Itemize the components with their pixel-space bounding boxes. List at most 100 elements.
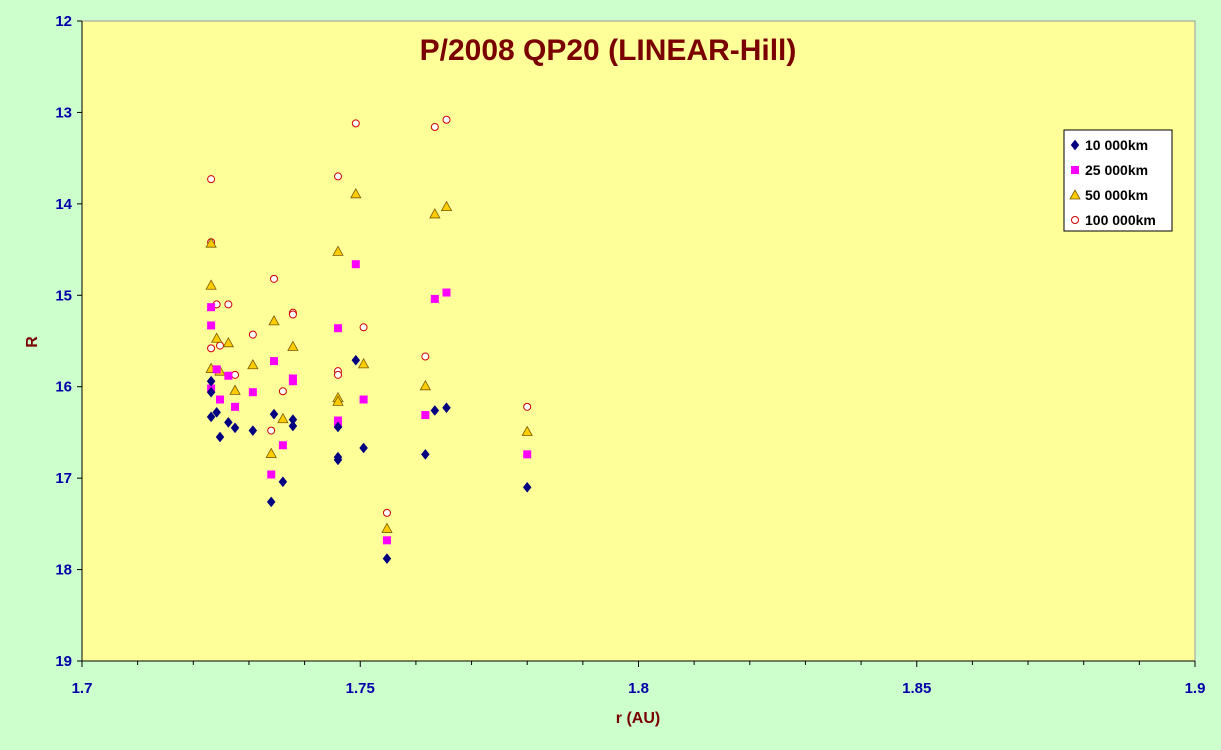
data-point-diamond (278, 476, 288, 488)
data-point-circle (288, 310, 297, 319)
legend-entry-label: 100 000km (1085, 212, 1156, 228)
x-tick-label: 1.8 (628, 680, 649, 697)
data-point-diamond (224, 416, 233, 428)
data-point-triangle (350, 187, 362, 199)
data-point-circle (267, 426, 276, 435)
y-tick-label: 12 (55, 13, 72, 30)
data-point-square (333, 324, 342, 333)
legend-marker-diamond (1070, 139, 1080, 151)
data-point-diamond (359, 442, 368, 454)
data-point-diamond (333, 421, 343, 433)
data-point-square (231, 402, 240, 411)
data-points (205, 115, 533, 565)
chart-title: P/2008 QP20 (LINEAR-Hill) (420, 34, 797, 67)
x-tick-label: 1.9 (1185, 680, 1206, 697)
data-point-triangle (229, 384, 241, 395)
data-point-square (267, 470, 276, 479)
data-point-square (216, 395, 225, 404)
data-point-diamond (212, 406, 221, 418)
y-tick-label: 14 (55, 196, 72, 213)
data-point-square (430, 294, 439, 303)
data-point-diamond (230, 422, 240, 434)
legend-marker-circle (1071, 216, 1079, 224)
y-tick-label: 13 (55, 104, 72, 121)
data-point-square (207, 303, 216, 312)
data-point-circle (421, 352, 430, 361)
data-point-circle (333, 370, 342, 379)
data-point-circle (248, 330, 257, 339)
data-point-circle (269, 274, 278, 283)
data-point-square (212, 365, 221, 374)
x-tick-label: 1.7 (72, 680, 93, 697)
data-point-circle (278, 387, 287, 396)
data-point-circle (351, 119, 360, 128)
data-point-triangle (205, 279, 217, 290)
legend-marker-triangle (1069, 189, 1081, 200)
y-tick-label: 18 (55, 562, 72, 579)
data-point-circle (430, 123, 439, 132)
data-point-diamond (522, 481, 532, 493)
data-point-triangle (222, 337, 235, 348)
data-point-square (351, 260, 360, 269)
x-tick-label: 1.85 (902, 680, 931, 697)
data-point-square (359, 395, 368, 404)
data-point-square (269, 357, 278, 366)
data-point-triangle (332, 395, 344, 406)
data-point-triangle (440, 200, 453, 212)
data-point-triangle (268, 315, 280, 326)
data-point-square (248, 388, 257, 397)
data-point-diamond (351, 354, 361, 366)
data-point-diamond (430, 405, 440, 416)
legend-box (1063, 129, 1173, 232)
data-point-diamond (206, 411, 216, 423)
data-point-diamond (248, 425, 258, 437)
data-point-circle (207, 175, 216, 184)
data-point-triangle (205, 237, 217, 248)
legend-entry-label: 50 000km (1085, 187, 1148, 203)
data-point-triangle (287, 340, 299, 351)
legend-entry-label: 25 000km (1085, 162, 1148, 178)
data-point-triangle (357, 358, 370, 369)
series-square (207, 260, 532, 545)
data-point-square (523, 450, 532, 459)
data-point-circle (442, 115, 451, 124)
data-point-diamond (442, 402, 451, 414)
data-point-circle (224, 300, 233, 309)
data-point-triangle (210, 332, 223, 343)
y-tick-label: 19 (55, 653, 72, 670)
data-point-diamond (288, 420, 298, 432)
plot-area (81, 20, 1196, 662)
axes (77, 20, 1196, 667)
data-point-square (224, 371, 233, 380)
data-point-triangle (332, 245, 344, 256)
x-axis-label: r (AU) (616, 710, 660, 727)
series-triangle (205, 187, 533, 533)
data-point-triangle (419, 379, 432, 391)
data-point-square (207, 321, 216, 330)
data-point-diamond (215, 431, 225, 443)
y-tick-label: 17 (55, 470, 72, 487)
data-point-triangle (265, 447, 277, 458)
data-point-square (421, 411, 430, 420)
data-point-triangle (247, 358, 259, 370)
y-tick-label: 16 (55, 379, 72, 396)
data-point-square (382, 536, 391, 545)
legend-marker-square (1071, 166, 1079, 174)
data-point-diamond (421, 448, 430, 460)
x-tick-label: 1.75 (346, 680, 375, 697)
data-point-square (288, 377, 297, 386)
data-point-square (278, 441, 287, 450)
data-point-square (442, 288, 451, 297)
data-point-triangle (381, 522, 393, 533)
data-point-diamond (333, 454, 343, 466)
series-diamond (206, 354, 532, 565)
data-point-triangle (521, 425, 533, 436)
data-point-diamond (206, 375, 216, 387)
data-point-diamond (206, 386, 216, 398)
data-point-circle (231, 370, 240, 379)
data-point-circle (382, 508, 391, 517)
y-axis-label: R (24, 336, 41, 348)
legend-entry-label: 10 000km (1085, 137, 1148, 153)
data-point-diamond (266, 496, 276, 508)
